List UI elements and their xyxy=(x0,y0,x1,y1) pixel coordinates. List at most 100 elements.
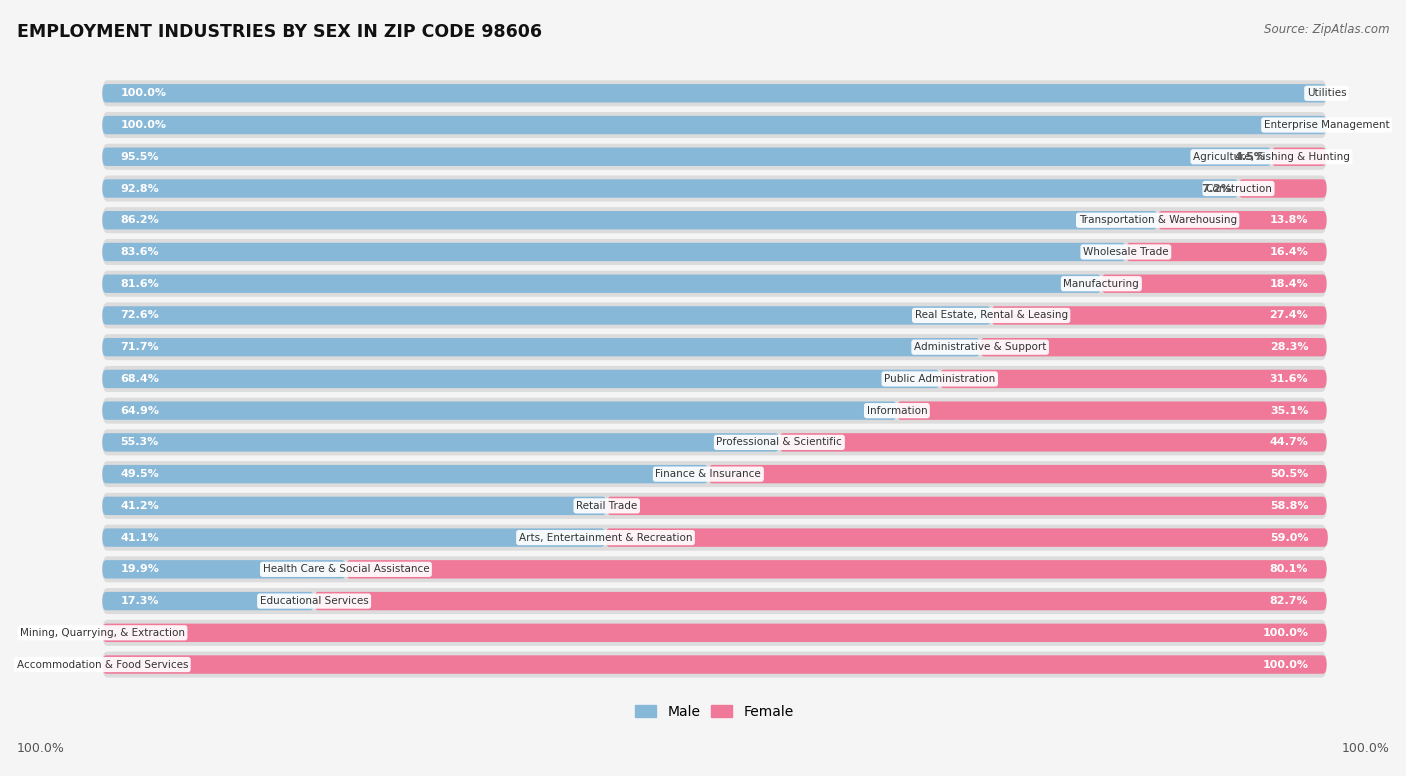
FancyBboxPatch shape xyxy=(103,84,1327,102)
FancyBboxPatch shape xyxy=(103,397,1327,424)
FancyBboxPatch shape xyxy=(1271,147,1327,166)
Text: 71.7%: 71.7% xyxy=(121,342,159,352)
Text: 16.4%: 16.4% xyxy=(1270,247,1308,257)
Text: 59.0%: 59.0% xyxy=(1270,532,1308,542)
Text: 28.3%: 28.3% xyxy=(1270,342,1308,352)
Text: Educational Services: Educational Services xyxy=(260,596,368,606)
FancyBboxPatch shape xyxy=(103,211,1157,230)
Text: 7.2%: 7.2% xyxy=(1202,183,1232,193)
FancyBboxPatch shape xyxy=(1101,275,1327,293)
FancyBboxPatch shape xyxy=(103,147,1271,166)
Text: 17.3%: 17.3% xyxy=(121,596,159,606)
Text: 64.9%: 64.9% xyxy=(121,406,160,416)
FancyBboxPatch shape xyxy=(103,588,1327,614)
Text: 95.5%: 95.5% xyxy=(121,152,159,161)
FancyBboxPatch shape xyxy=(103,207,1327,234)
FancyBboxPatch shape xyxy=(897,401,1327,420)
Text: 86.2%: 86.2% xyxy=(121,215,159,225)
Text: 72.6%: 72.6% xyxy=(121,310,159,320)
Text: 4.5%: 4.5% xyxy=(1234,152,1265,161)
Text: Manufacturing: Manufacturing xyxy=(1063,279,1139,289)
Text: Public Administration: Public Administration xyxy=(884,374,995,384)
Text: 19.9%: 19.9% xyxy=(121,564,159,574)
FancyBboxPatch shape xyxy=(103,560,346,579)
FancyBboxPatch shape xyxy=(314,592,1327,610)
Text: 83.6%: 83.6% xyxy=(121,247,159,257)
FancyBboxPatch shape xyxy=(103,465,709,483)
FancyBboxPatch shape xyxy=(103,338,980,356)
FancyBboxPatch shape xyxy=(991,307,1327,324)
Text: 35.1%: 35.1% xyxy=(1270,406,1308,416)
FancyBboxPatch shape xyxy=(103,243,1126,262)
Text: Mining, Quarrying, & Extraction: Mining, Quarrying, & Extraction xyxy=(20,628,184,638)
Text: Source: ZipAtlas.com: Source: ZipAtlas.com xyxy=(1264,23,1389,36)
FancyBboxPatch shape xyxy=(1126,243,1327,262)
FancyBboxPatch shape xyxy=(103,624,1327,642)
Text: 81.6%: 81.6% xyxy=(121,279,159,289)
Text: 55.3%: 55.3% xyxy=(121,438,159,448)
FancyBboxPatch shape xyxy=(779,433,1327,452)
FancyBboxPatch shape xyxy=(103,493,1327,519)
Text: 100.0%: 100.0% xyxy=(121,88,167,99)
Text: 50.5%: 50.5% xyxy=(1270,469,1308,479)
FancyBboxPatch shape xyxy=(1239,179,1327,198)
FancyBboxPatch shape xyxy=(103,307,991,324)
Text: 31.6%: 31.6% xyxy=(1270,374,1308,384)
Text: 80.1%: 80.1% xyxy=(1270,564,1308,574)
FancyBboxPatch shape xyxy=(103,592,314,610)
Text: 82.7%: 82.7% xyxy=(1270,596,1308,606)
Text: 27.4%: 27.4% xyxy=(1270,310,1308,320)
Text: 100.0%: 100.0% xyxy=(1263,628,1308,638)
Text: Retail Trade: Retail Trade xyxy=(576,501,637,511)
Text: 100.0%: 100.0% xyxy=(121,120,167,130)
Text: Construction: Construction xyxy=(1205,183,1272,193)
FancyBboxPatch shape xyxy=(103,528,606,547)
FancyBboxPatch shape xyxy=(607,497,1327,515)
FancyBboxPatch shape xyxy=(103,179,1239,198)
FancyBboxPatch shape xyxy=(980,338,1327,356)
FancyBboxPatch shape xyxy=(103,433,779,452)
FancyBboxPatch shape xyxy=(606,528,1327,547)
FancyBboxPatch shape xyxy=(103,112,1327,138)
FancyBboxPatch shape xyxy=(103,271,1327,296)
FancyBboxPatch shape xyxy=(939,369,1327,388)
Text: 100.0%: 100.0% xyxy=(1341,743,1389,755)
Text: Real Estate, Rental & Leasing: Real Estate, Rental & Leasing xyxy=(914,310,1067,320)
FancyBboxPatch shape xyxy=(346,560,1327,579)
Text: Administrative & Support: Administrative & Support xyxy=(914,342,1046,352)
Text: 68.4%: 68.4% xyxy=(121,374,159,384)
FancyBboxPatch shape xyxy=(103,144,1327,170)
FancyBboxPatch shape xyxy=(103,497,607,515)
Text: Agriculture, Fishing & Hunting: Agriculture, Fishing & Hunting xyxy=(1194,152,1350,161)
Text: 41.1%: 41.1% xyxy=(121,532,159,542)
Text: 58.8%: 58.8% xyxy=(1270,501,1308,511)
Text: 13.8%: 13.8% xyxy=(1270,215,1308,225)
Text: 44.7%: 44.7% xyxy=(1270,438,1308,448)
Text: 49.5%: 49.5% xyxy=(121,469,159,479)
FancyBboxPatch shape xyxy=(103,116,1327,134)
FancyBboxPatch shape xyxy=(103,401,897,420)
Text: Finance & Insurance: Finance & Insurance xyxy=(655,469,761,479)
FancyBboxPatch shape xyxy=(103,80,1327,106)
Text: 100.0%: 100.0% xyxy=(1263,660,1308,670)
Text: Wholesale Trade: Wholesale Trade xyxy=(1083,247,1168,257)
Text: EMPLOYMENT INDUSTRIES BY SEX IN ZIP CODE 98606: EMPLOYMENT INDUSTRIES BY SEX IN ZIP CODE… xyxy=(17,23,541,41)
Text: 18.4%: 18.4% xyxy=(1270,279,1308,289)
Legend: Male, Female: Male, Female xyxy=(630,699,799,724)
Text: Arts, Entertainment & Recreation: Arts, Entertainment & Recreation xyxy=(519,532,692,542)
FancyBboxPatch shape xyxy=(103,303,1327,328)
Text: Transportation & Warehousing: Transportation & Warehousing xyxy=(1078,215,1237,225)
FancyBboxPatch shape xyxy=(103,239,1327,265)
Text: Accommodation & Food Services: Accommodation & Food Services xyxy=(17,660,188,670)
FancyBboxPatch shape xyxy=(103,620,1327,646)
Text: Utilities: Utilities xyxy=(1306,88,1347,99)
FancyBboxPatch shape xyxy=(103,556,1327,582)
Text: Health Care & Social Assistance: Health Care & Social Assistance xyxy=(263,564,429,574)
FancyBboxPatch shape xyxy=(103,525,1327,551)
FancyBboxPatch shape xyxy=(103,369,939,388)
FancyBboxPatch shape xyxy=(103,461,1327,487)
FancyBboxPatch shape xyxy=(103,334,1327,360)
Text: Professional & Scientific: Professional & Scientific xyxy=(717,438,842,448)
FancyBboxPatch shape xyxy=(103,366,1327,392)
FancyBboxPatch shape xyxy=(103,275,1101,293)
